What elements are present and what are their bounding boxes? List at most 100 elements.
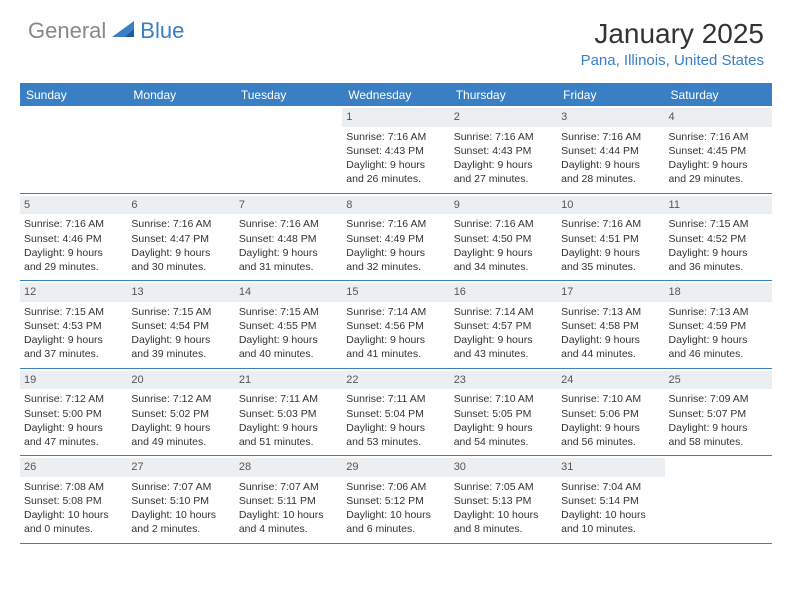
daylight-line-2: and 41 minutes. — [346, 347, 445, 361]
daylight-line-2: and 2 minutes. — [131, 522, 230, 536]
daylight-line-1: Daylight: 9 hours — [454, 246, 553, 260]
day-header: Monday — [127, 84, 234, 106]
sunset-line: Sunset: 4:58 PM — [561, 319, 660, 333]
daylight-line-2: and 51 minutes. — [239, 435, 338, 449]
daylight-line-2: and 31 minutes. — [239, 260, 338, 274]
day-cell: 15Sunrise: 7:14 AMSunset: 4:56 PMDayligh… — [342, 281, 449, 368]
day-number: 25 — [665, 371, 772, 390]
daylight-line-1: Daylight: 9 hours — [131, 421, 230, 435]
day-number: 2 — [450, 108, 557, 127]
sunset-line: Sunset: 4:54 PM — [131, 319, 230, 333]
daylight-line-2: and 46 minutes. — [669, 347, 768, 361]
logo-text-general: General — [28, 18, 106, 44]
day-number: 23 — [450, 371, 557, 390]
day-cell: 4Sunrise: 7:16 AMSunset: 4:45 PMDaylight… — [665, 106, 772, 193]
week-row: 12Sunrise: 7:15 AMSunset: 4:53 PMDayligh… — [20, 281, 772, 369]
sunset-line: Sunset: 4:52 PM — [669, 232, 768, 246]
sunrise-line: Sunrise: 7:16 AM — [24, 217, 123, 231]
day-number: 28 — [235, 458, 342, 477]
sunrise-line: Sunrise: 7:11 AM — [346, 392, 445, 406]
daylight-line-1: Daylight: 9 hours — [346, 333, 445, 347]
sunrise-line: Sunrise: 7:14 AM — [346, 305, 445, 319]
day-cell: 13Sunrise: 7:15 AMSunset: 4:54 PMDayligh… — [127, 281, 234, 368]
day-cell: 18Sunrise: 7:13 AMSunset: 4:59 PMDayligh… — [665, 281, 772, 368]
daylight-line-2: and 10 minutes. — [561, 522, 660, 536]
sunset-line: Sunset: 5:12 PM — [346, 494, 445, 508]
day-cell: 27Sunrise: 7:07 AMSunset: 5:10 PMDayligh… — [127, 456, 234, 543]
title-block: January 2025 Pana, Illinois, United Stat… — [581, 18, 764, 69]
day-cell: 14Sunrise: 7:15 AMSunset: 4:55 PMDayligh… — [235, 281, 342, 368]
sunset-line: Sunset: 5:05 PM — [454, 407, 553, 421]
daylight-line-1: Daylight: 10 hours — [239, 508, 338, 522]
sunrise-line: Sunrise: 7:15 AM — [131, 305, 230, 319]
sunset-line: Sunset: 4:53 PM — [24, 319, 123, 333]
day-number: 27 — [127, 458, 234, 477]
daylight-line-2: and 36 minutes. — [669, 260, 768, 274]
day-number: 24 — [557, 371, 664, 390]
daylight-line-2: and 0 minutes. — [24, 522, 123, 536]
day-cell: 5Sunrise: 7:16 AMSunset: 4:46 PMDaylight… — [20, 194, 127, 281]
day-number: 9 — [450, 196, 557, 215]
daylight-line-1: Daylight: 9 hours — [561, 421, 660, 435]
sunrise-line: Sunrise: 7:08 AM — [24, 480, 123, 494]
daylight-line-1: Daylight: 9 hours — [346, 158, 445, 172]
daylight-line-2: and 26 minutes. — [346, 172, 445, 186]
day-cell: 16Sunrise: 7:14 AMSunset: 4:57 PMDayligh… — [450, 281, 557, 368]
daylight-line-1: Daylight: 9 hours — [669, 158, 768, 172]
sunrise-line: Sunrise: 7:06 AM — [346, 480, 445, 494]
day-header: Friday — [557, 84, 664, 106]
sunrise-line: Sunrise: 7:12 AM — [24, 392, 123, 406]
sunset-line: Sunset: 5:07 PM — [669, 407, 768, 421]
day-header: Tuesday — [235, 84, 342, 106]
sunrise-line: Sunrise: 7:16 AM — [131, 217, 230, 231]
day-number: 8 — [342, 196, 449, 215]
daylight-line-2: and 6 minutes. — [346, 522, 445, 536]
day-number: 18 — [665, 283, 772, 302]
daylight-line-2: and 30 minutes. — [131, 260, 230, 274]
sunset-line: Sunset: 4:45 PM — [669, 144, 768, 158]
day-number: 3 — [557, 108, 664, 127]
day-cell: 31Sunrise: 7:04 AMSunset: 5:14 PMDayligh… — [557, 456, 664, 543]
day-cell: 10Sunrise: 7:16 AMSunset: 4:51 PMDayligh… — [557, 194, 664, 281]
day-number: 5 — [20, 196, 127, 215]
sunset-line: Sunset: 4:43 PM — [346, 144, 445, 158]
logo-text-blue: Blue — [140, 18, 184, 44]
day-header: Sunday — [20, 84, 127, 106]
logo-icon — [112, 19, 138, 44]
sunrise-line: Sunrise: 7:07 AM — [131, 480, 230, 494]
calendar-table: SundayMondayTuesdayWednesdayThursdayFrid… — [20, 83, 772, 544]
day-cell: 19Sunrise: 7:12 AMSunset: 5:00 PMDayligh… — [20, 369, 127, 456]
daylight-line-1: Daylight: 10 hours — [454, 508, 553, 522]
sunrise-line: Sunrise: 7:04 AM — [561, 480, 660, 494]
sunset-line: Sunset: 5:13 PM — [454, 494, 553, 508]
sunrise-line: Sunrise: 7:13 AM — [669, 305, 768, 319]
day-header: Thursday — [450, 84, 557, 106]
day-header: Wednesday — [342, 84, 449, 106]
daylight-line-2: and 43 minutes. — [454, 347, 553, 361]
daylight-line-2: and 49 minutes. — [131, 435, 230, 449]
daylight-line-2: and 54 minutes. — [454, 435, 553, 449]
daylight-line-2: and 29 minutes. — [24, 260, 123, 274]
sunrise-line: Sunrise: 7:15 AM — [239, 305, 338, 319]
empty-cell — [665, 456, 772, 543]
day-number: 21 — [235, 371, 342, 390]
sunrise-line: Sunrise: 7:16 AM — [561, 130, 660, 144]
daylight-line-1: Daylight: 10 hours — [346, 508, 445, 522]
location-text: Pana, Illinois, United States — [581, 52, 764, 69]
sunrise-line: Sunrise: 7:14 AM — [454, 305, 553, 319]
day-cell: 1Sunrise: 7:16 AMSunset: 4:43 PMDaylight… — [342, 106, 449, 193]
daylight-line-2: and 8 minutes. — [454, 522, 553, 536]
daylight-line-2: and 58 minutes. — [669, 435, 768, 449]
day-cell: 17Sunrise: 7:13 AMSunset: 4:58 PMDayligh… — [557, 281, 664, 368]
day-number: 15 — [342, 283, 449, 302]
daylight-line-1: Daylight: 9 hours — [561, 246, 660, 260]
day-cell: 20Sunrise: 7:12 AMSunset: 5:02 PMDayligh… — [127, 369, 234, 456]
sunset-line: Sunset: 5:11 PM — [239, 494, 338, 508]
day-cell: 7Sunrise: 7:16 AMSunset: 4:48 PMDaylight… — [235, 194, 342, 281]
daylight-line-1: Daylight: 9 hours — [669, 333, 768, 347]
sunrise-line: Sunrise: 7:11 AM — [239, 392, 338, 406]
daylight-line-1: Daylight: 9 hours — [239, 421, 338, 435]
daylight-line-1: Daylight: 10 hours — [24, 508, 123, 522]
daylight-line-2: and 56 minutes. — [561, 435, 660, 449]
sunrise-line: Sunrise: 7:15 AM — [669, 217, 768, 231]
